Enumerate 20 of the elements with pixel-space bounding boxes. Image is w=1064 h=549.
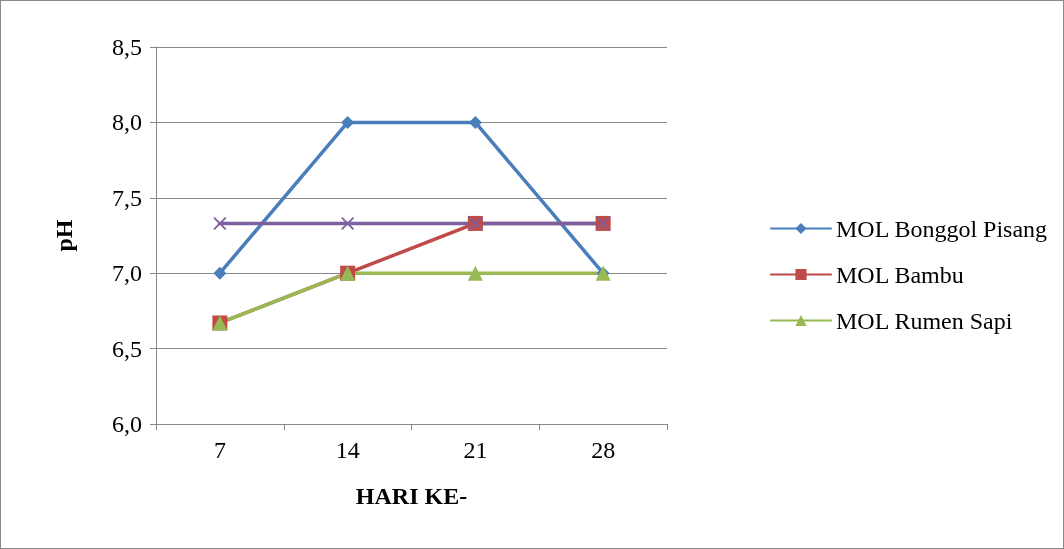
point xyxy=(468,115,482,129)
legend-label: MOL Bonggol Pisang xyxy=(835,215,1048,242)
x-tick-label: 21 xyxy=(463,437,488,463)
y-axis-title: pH xyxy=(51,219,77,252)
x-tick-label: 28 xyxy=(591,437,616,463)
y-tick-label: 8,5 xyxy=(112,34,142,60)
point xyxy=(341,216,355,230)
x-tick-label: 14 xyxy=(335,437,360,463)
point xyxy=(213,266,227,280)
y-tick-label: 8,0 xyxy=(112,109,142,136)
x-tick-label: 7 xyxy=(213,437,226,463)
y-tick-label: 6,5 xyxy=(112,335,142,362)
point xyxy=(341,115,355,129)
legend-label: MOL Rumen Sapi xyxy=(835,307,1013,334)
point xyxy=(213,216,227,230)
y-tick-label: 6,0 xyxy=(112,411,142,437)
y-tick-label: 7,0 xyxy=(112,260,142,287)
legend-label: MOL Bambu xyxy=(835,261,964,288)
x-axis-title: HARI KE- xyxy=(355,483,468,509)
y-tick-label: 7,5 xyxy=(112,184,142,211)
